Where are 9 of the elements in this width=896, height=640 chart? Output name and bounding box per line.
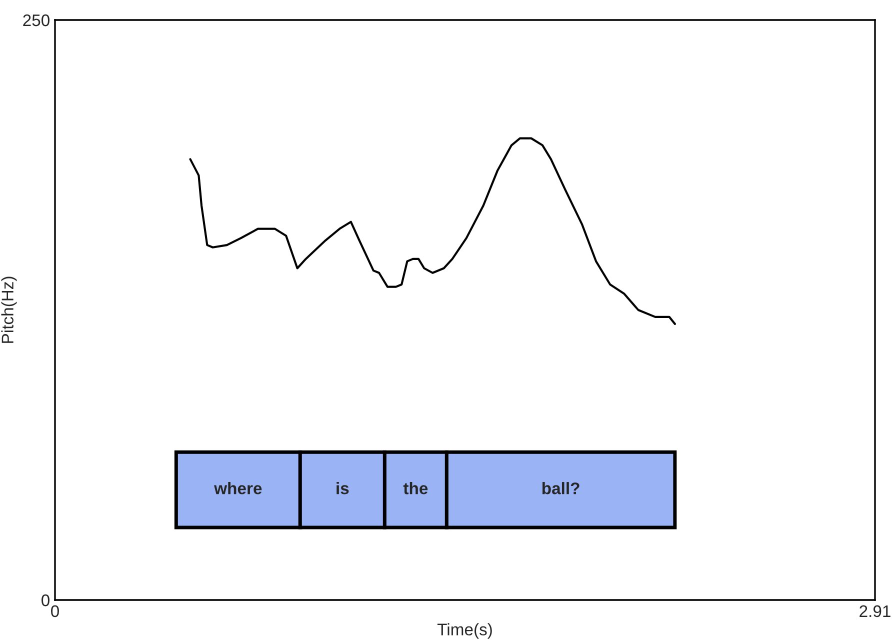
band-label: ball? (542, 482, 580, 494)
y-tick-label: 250 (23, 14, 50, 26)
line-series (189, 137, 676, 325)
band-label: is (336, 482, 349, 494)
y-axis-title: Pitch(Hz) (1, 276, 17, 343)
band-label: the (403, 482, 428, 494)
x-tick-label: 2.91 (860, 605, 890, 618)
x-axis-title: Time(s) (437, 623, 492, 639)
band-label: where (214, 482, 262, 494)
